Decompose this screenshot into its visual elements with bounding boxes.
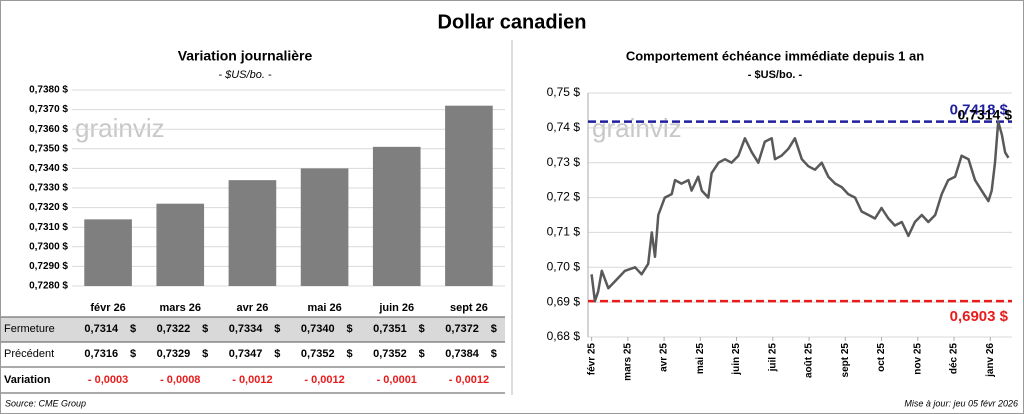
y-tick-label: 0,7280 $	[29, 281, 68, 292]
x-tick-label: déc 25	[949, 343, 960, 375]
y-tick-label: 0,74 $	[547, 120, 581, 134]
x-tick-label: oct 25	[876, 343, 887, 372]
row-label: Précédent	[4, 348, 54, 360]
x-tick-label: sept 25	[840, 343, 851, 378]
bar-title: Variation journalière	[178, 48, 313, 64]
x-tick-label: nov 25	[912, 343, 923, 375]
bar	[300, 168, 349, 286]
cell-unit: $	[419, 348, 425, 360]
y-tick-label: 0,7290 $	[29, 261, 68, 272]
cell: 0,7352	[301, 348, 335, 360]
y-tick-label: 0,7350 $	[29, 143, 68, 154]
y-tick-label: 0,7340 $	[29, 163, 68, 174]
cell: - 0,0012	[449, 374, 489, 386]
cell-unit: $	[130, 348, 136, 360]
y-tick-label: 0,68 $	[547, 329, 581, 343]
cell: - 0,0008	[160, 374, 200, 386]
x-tick-label: mai 26	[307, 302, 341, 314]
bar	[228, 180, 277, 286]
cell: - 0,0012	[232, 374, 272, 386]
cell-unit: $	[274, 323, 280, 335]
cell: 0,7351	[373, 323, 407, 335]
bar	[84, 219, 132, 286]
y-tick-label: 0,7320 $	[29, 202, 68, 213]
cell: 0,7314	[84, 323, 119, 335]
line-subtitle: - $US/bo. -	[748, 69, 803, 81]
y-tick-label: 0,69 $	[547, 294, 581, 308]
cell-unit: $	[130, 323, 136, 335]
cell-unit: $	[491, 323, 497, 335]
x-tick-label: mai 25	[695, 343, 706, 375]
y-tick-label: 0,73 $	[547, 155, 581, 169]
x-tick-label: avr 25	[659, 343, 670, 372]
cell: 0,7372	[445, 323, 479, 335]
row-label: Variation	[4, 374, 51, 386]
y-tick-label: 0,7380 $	[29, 85, 68, 96]
cell: 0,7316	[84, 348, 118, 360]
page-title: Dollar canadien	[438, 11, 587, 33]
x-tick-label: mars 26	[159, 302, 201, 314]
ref-label: 0,6903 $	[950, 308, 1009, 325]
cell-unit: $	[202, 323, 208, 335]
ref-label: 0,7418 $	[950, 102, 1009, 119]
bar-subtitle: - $US/bo. -	[218, 69, 272, 81]
cell: 0,7352	[373, 348, 407, 360]
x-tick-label: févr 25	[586, 343, 597, 376]
y-tick-label: 0,75 $	[547, 85, 581, 99]
bar	[445, 105, 493, 287]
line-title: Comportement échéance immédiate depuis 1…	[626, 48, 924, 63]
y-tick-label: 0,7360 $	[29, 124, 68, 135]
y-tick-label: 0,7370 $	[29, 104, 68, 115]
x-tick-label: janv 26	[985, 343, 996, 378]
cell: - 0,0003	[88, 374, 128, 386]
cell: 0,7322	[157, 323, 191, 335]
cell: - 0,0001	[377, 374, 417, 386]
cell-unit: $	[346, 323, 352, 335]
y-tick-label: 0,7300 $	[29, 241, 68, 252]
cell-unit: $	[419, 323, 425, 335]
y-tick-label: 0,7330 $	[29, 183, 68, 194]
cell: 0,7329	[157, 348, 191, 360]
cell: 0,7347	[229, 348, 263, 360]
bar	[372, 146, 421, 286]
x-tick-label: juin 26	[378, 302, 414, 314]
watermark: grainviz	[75, 113, 165, 143]
x-tick-label: févr 26	[90, 302, 125, 314]
cell: 0,7334	[229, 323, 264, 335]
bar	[156, 203, 205, 286]
x-tick-label: avr 26	[237, 302, 269, 314]
series-line	[590, 120, 1010, 303]
y-tick-label: 0,70 $	[547, 259, 581, 273]
cell-unit: $	[202, 348, 208, 360]
updated: Mise à jour: jeu 05 févr 2026	[904, 398, 1018, 408]
cell-unit: $	[346, 348, 352, 360]
y-tick-label: 0,71 $	[547, 225, 581, 239]
cell-unit: $	[491, 348, 497, 360]
cell: - 0,0012	[304, 374, 344, 386]
x-tick-label: août 25	[804, 343, 815, 378]
row-highlight	[1, 317, 505, 342]
cell-unit: $	[274, 348, 280, 360]
cell: 0,7340	[301, 323, 335, 335]
y-tick-label: 0,72 $	[547, 190, 581, 204]
cell: 0,7384	[445, 348, 480, 360]
last-label: 0,7314 $	[958, 107, 1013, 123]
row-label: Fermeture	[4, 323, 55, 335]
source: Source: CME Group	[5, 398, 86, 408]
y-tick-label: 0,7310 $	[29, 222, 68, 233]
x-tick-label: juil 25	[767, 343, 778, 373]
x-tick-label: juin 25	[731, 343, 742, 376]
x-tick-label: sept 26	[450, 302, 488, 314]
x-tick-label: mars 25	[623, 343, 634, 381]
